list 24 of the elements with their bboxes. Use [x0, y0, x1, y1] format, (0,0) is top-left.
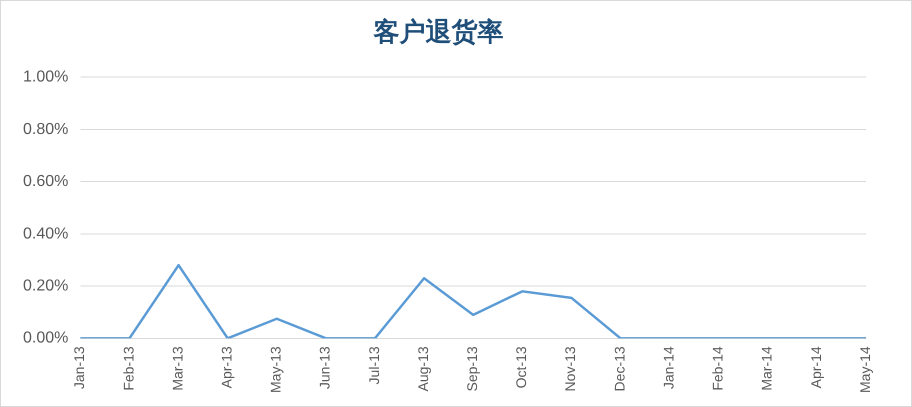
x-tick-label: Jan-14 [660, 346, 676, 390]
x-tick-label: Nov-13 [562, 346, 578, 392]
x-tick-label: Jan-13 [71, 346, 88, 390]
x-tick-label: Jun-13 [316, 346, 333, 390]
x-tick-label: Apr-13 [218, 346, 235, 388]
x-tick-label: May-14 [856, 346, 873, 394]
x-tick-label: Jul-13 [366, 346, 382, 384]
y-tick-label: 0.00% [22, 330, 68, 347]
y-tick-label: 0.60% [22, 173, 68, 190]
y-tick-label: 0.20% [22, 278, 68, 294]
x-tick-label: Feb-13 [120, 346, 136, 391]
x-tick-label: Aug-13 [414, 346, 431, 392]
x-tick-label: Mar-14 [758, 346, 775, 391]
x-tick-label: May-13 [268, 346, 284, 394]
y-tick-label: 1.00% [22, 68, 68, 86]
x-tick-label: Mar-13 [169, 346, 186, 391]
x-tick-label: Feb-14 [710, 346, 726, 391]
chart-title: 客户退货率 [372, 17, 504, 48]
x-tick-label: Sep-13 [464, 346, 480, 392]
x-tick-label: Apr-14 [808, 346, 824, 388]
y-tick-label: 0.80% [22, 120, 68, 138]
y-tick-label: 0.40% [22, 225, 68, 242]
x-tick-label: Oct-13 [513, 346, 530, 388]
x-tick-label: Dec-13 [611, 346, 628, 392]
